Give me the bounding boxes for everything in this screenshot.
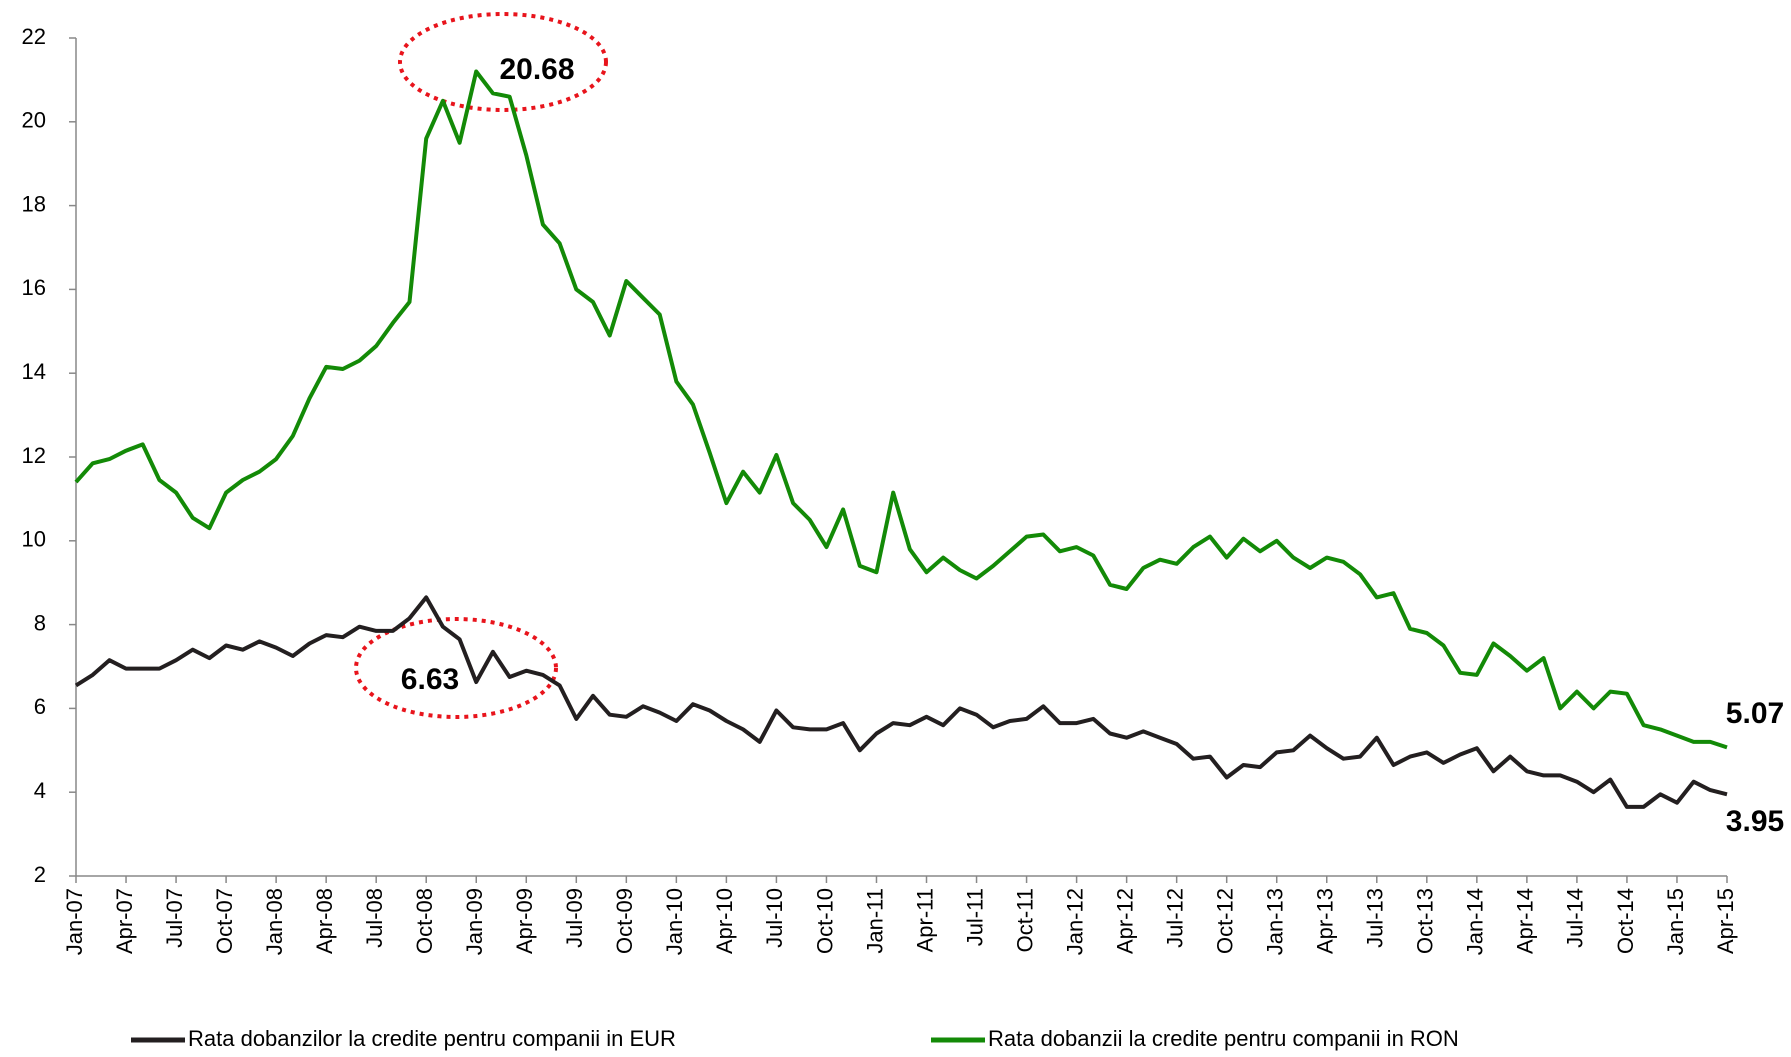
x-tick-label: Apr-11 xyxy=(912,888,937,952)
x-tick-label: Jan-11 xyxy=(862,888,887,954)
highlight-ellipse xyxy=(398,12,608,112)
x-tick-label: Jan-14 xyxy=(1463,888,1488,955)
y-tick-label: 2 xyxy=(34,862,46,887)
x-tick-label: Apr-10 xyxy=(712,888,737,954)
y-tick-label: 4 xyxy=(34,778,46,803)
x-tick-label: Oct-08 xyxy=(412,888,437,954)
x-tick-label: Jul-08 xyxy=(362,888,387,948)
y-tick-label: 12 xyxy=(22,443,46,468)
annotation: 5.07 xyxy=(1726,697,1784,730)
x-tick-label: Jan-13 xyxy=(1263,888,1288,955)
x-tick-label: Jul-12 xyxy=(1162,888,1187,948)
x-tick-label: Oct-07 xyxy=(212,888,237,954)
x-tick-label: Apr-13 xyxy=(1313,888,1338,954)
legend-label: Rata dobanzilor la credite pentru compan… xyxy=(188,1026,676,1051)
x-tick-label: Jul-13 xyxy=(1363,888,1388,948)
x-tick-label: Jul-10 xyxy=(762,888,787,948)
x-tick-label: Jan-07 xyxy=(62,888,87,955)
x-tick-label: Apr-07 xyxy=(112,888,137,954)
x-tick-label: Jul-09 xyxy=(562,888,587,948)
x-tick-label: Apr-09 xyxy=(512,888,537,954)
x-tick-label: Apr-14 xyxy=(1513,888,1538,954)
annotation: 6.63 xyxy=(401,663,459,696)
annotation: 20.68 xyxy=(499,53,574,86)
x-tick-label: Jan-08 xyxy=(262,888,287,955)
y-tick-label: 22 xyxy=(22,24,46,49)
x-tick-label: Jan-12 xyxy=(1062,888,1087,955)
y-tick-label: 6 xyxy=(34,694,46,719)
series-line xyxy=(74,595,1728,809)
y-tick-label: 14 xyxy=(22,359,46,384)
y-tick-label: 20 xyxy=(22,108,46,133)
series-line xyxy=(74,69,1728,750)
x-tick-label: Jul-07 xyxy=(162,888,187,948)
x-tick-label: Oct-11 xyxy=(1012,888,1037,952)
x-tick-label: Jan-10 xyxy=(662,888,687,955)
x-tick-label: Oct-09 xyxy=(612,888,637,954)
highlight-ellipse xyxy=(354,617,558,719)
y-tick-label: 10 xyxy=(22,527,46,552)
x-tick-label: Apr-08 xyxy=(312,888,337,954)
x-tick-label: Oct-10 xyxy=(812,888,837,954)
legend-label: Rata dobanzii la credite pentru companii… xyxy=(988,1026,1459,1051)
x-tick-label: Apr-12 xyxy=(1112,888,1137,954)
x-tick-label: Jul-14 xyxy=(1563,888,1588,948)
x-tick-label: Oct-14 xyxy=(1613,888,1638,954)
x-tick-label: Oct-12 xyxy=(1213,888,1238,954)
y-tick-label: 16 xyxy=(22,275,46,300)
y-tick-label: 8 xyxy=(34,610,46,635)
x-tick-label: Apr-15 xyxy=(1713,888,1738,954)
annotation: 3.95 xyxy=(1726,805,1784,838)
x-tick-label: Jul-11 xyxy=(962,888,987,946)
y-tick-label: 18 xyxy=(22,191,46,216)
x-tick-label: Oct-13 xyxy=(1413,888,1438,954)
x-tick-label: Jan-09 xyxy=(462,888,487,955)
x-tick-label: Jan-15 xyxy=(1663,888,1688,955)
